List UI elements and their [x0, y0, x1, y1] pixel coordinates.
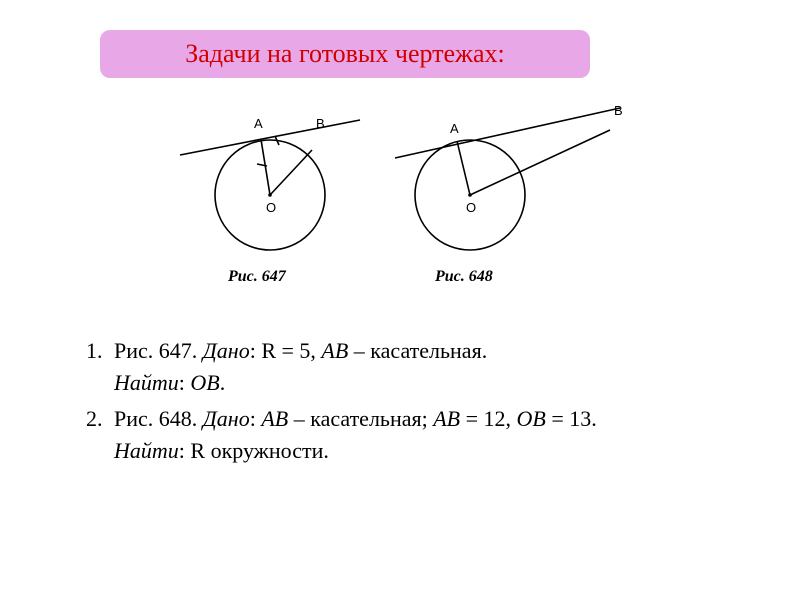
svg-text:A: A: [450, 121, 459, 136]
p2-dano-label: Дано: [203, 406, 250, 431]
p1-dano-label: Дано: [203, 338, 250, 363]
svg-text:B: B: [614, 103, 623, 118]
p1-dano-tail: – касательная.: [348, 338, 487, 363]
p1-dano-text: : R = 5,: [250, 338, 322, 363]
p1-ob: OB: [190, 370, 219, 395]
p2-find-label: Найти: [114, 438, 179, 463]
svg-text:A: A: [254, 116, 263, 131]
diagrams-area: O A B O A B: [160, 100, 640, 290]
p2-ab: AB: [261, 406, 288, 431]
title-banner: Задачи на готовых чертежах:: [100, 30, 590, 78]
p2-ref: Рис. 648.: [114, 406, 197, 431]
p2-ob: OB: [517, 406, 546, 431]
p2-dano-mid2: = 12,: [460, 406, 516, 431]
figures-svg: O A B O A B: [160, 100, 640, 270]
p1-ref: Рис. 647.: [114, 338, 197, 363]
problems-block: Рис. 647. Дано: R = 5, AB – касательная.…: [80, 335, 720, 471]
p1-find-tail: .: [220, 370, 226, 395]
p2-ab2: AB: [433, 406, 460, 431]
title-text: Задачи на готовых чертежах:: [185, 39, 505, 69]
caption-fig-647: Рис. 647: [228, 268, 286, 286]
svg-text:B: B: [316, 116, 325, 131]
p1-find-label: Найти: [114, 370, 179, 395]
p2-dano-mid1: – касательная;: [288, 406, 433, 431]
p2-find-text: : R окружности.: [179, 438, 329, 463]
svg-text:O: O: [266, 200, 276, 215]
caption-fig-648: Рис. 648: [435, 268, 493, 286]
svg-text:O: O: [466, 200, 476, 215]
problem-2: Рис. 648. Дано: AB – касательная; AB = 1…: [108, 403, 720, 467]
p2-dano-tail: = 13.: [546, 406, 597, 431]
problem-1: Рис. 647. Дано: R = 5, AB – касательная.…: [108, 335, 720, 399]
p1-ab: AB: [321, 338, 348, 363]
p1-find-text: :: [179, 370, 191, 395]
p2-dano-pre: :: [250, 406, 262, 431]
